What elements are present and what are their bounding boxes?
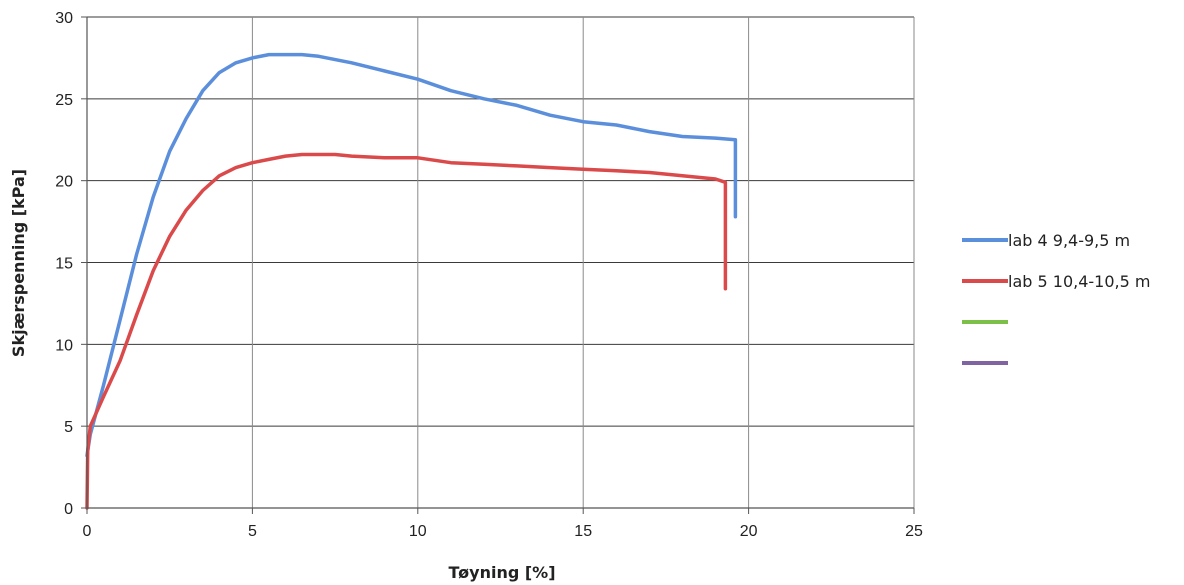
legend-label: lab 4 9,4-9,5 m <box>1008 231 1130 250</box>
y-tick-label: 5 <box>64 419 73 436</box>
x-tick-label: 0 <box>83 523 92 540</box>
y-tick-label: 10 <box>55 337 73 354</box>
tick-labels: 0 5 10 15 20 25 30 0 5 10 15 20 25 <box>55 10 923 540</box>
y-tick-label: 0 <box>64 501 73 518</box>
series-line-1 <box>85 52 738 458</box>
y-tick-label: 30 <box>55 10 73 27</box>
x-tick-label: 25 <box>905 523 923 540</box>
y-axis-title: Skjærspenning [kPa] <box>9 169 28 357</box>
x-tick-label: 5 <box>248 523 257 540</box>
x-tick-label: 20 <box>740 523 758 540</box>
legend-entry-2: lab 5 10,4-10,5 m <box>962 272 1150 291</box>
axes <box>81 16 915 514</box>
grid-lines <box>86 16 915 509</box>
series-line-2 <box>85 152 728 510</box>
x-tick-label: 15 <box>574 523 592 540</box>
series-group <box>85 52 738 510</box>
x-tick-label: 10 <box>409 523 427 540</box>
legend-entry-1: lab 4 9,4-9,5 m <box>962 231 1130 250</box>
y-tick-label: 15 <box>55 256 73 273</box>
y-tick-label: 20 <box>55 174 73 191</box>
legend-label: lab 5 10,4-10,5 m <box>1008 272 1150 291</box>
x-axis-title: Tøyning [%] <box>448 563 555 582</box>
y-tick-label: 25 <box>55 92 73 109</box>
legend: lab 4 9,4-9,5 m lab 5 10,4-10,5 m <box>962 231 1150 365</box>
